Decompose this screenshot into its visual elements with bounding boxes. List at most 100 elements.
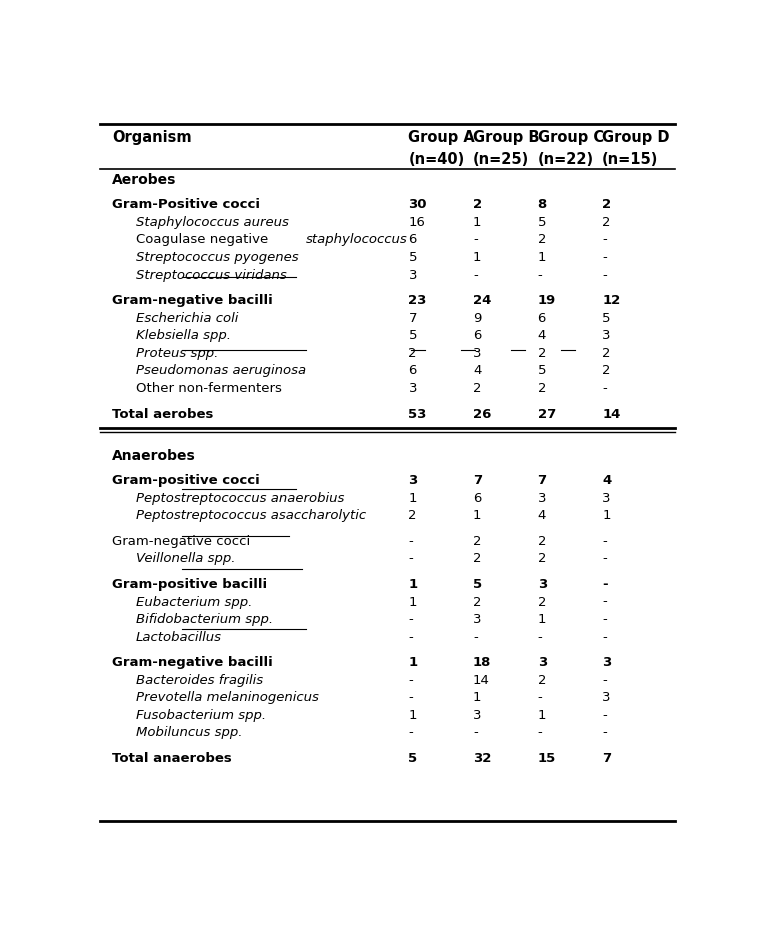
Text: Aerobes: Aerobes [112, 172, 176, 186]
Text: -: - [602, 613, 607, 626]
Text: -: - [602, 382, 607, 395]
Text: 19: 19 [537, 295, 556, 308]
Text: 7: 7 [602, 752, 611, 765]
Text: 5: 5 [409, 752, 418, 765]
Text: 3: 3 [409, 474, 418, 487]
Text: Gram-positive bacilli: Gram-positive bacilli [112, 578, 267, 591]
Text: Pseudomonas aeruginosa: Pseudomonas aeruginosa [136, 364, 306, 377]
Text: 5: 5 [537, 216, 546, 229]
Text: -: - [602, 596, 607, 609]
Text: (n=15): (n=15) [602, 152, 659, 167]
Text: Total aerobes: Total aerobes [112, 407, 213, 420]
Text: 2: 2 [602, 364, 611, 377]
Text: -: - [602, 674, 607, 687]
Text: -: - [537, 631, 542, 644]
Text: 3: 3 [537, 656, 547, 669]
Text: 1: 1 [409, 492, 417, 505]
Text: Group B: Group B [473, 130, 540, 144]
Text: Gram-positive cocci: Gram-positive cocci [112, 474, 260, 487]
Text: 6: 6 [473, 329, 481, 342]
Text: 3: 3 [409, 268, 417, 281]
Text: 2: 2 [409, 510, 417, 523]
Text: -: - [602, 553, 607, 566]
Text: 16: 16 [409, 216, 425, 229]
Text: 2: 2 [537, 553, 546, 566]
Text: 1: 1 [473, 251, 481, 264]
Text: Gram-negative bacilli: Gram-negative bacilli [112, 295, 273, 308]
Text: Eubacterium spp.: Eubacterium spp. [136, 596, 252, 609]
Text: 2: 2 [473, 199, 482, 212]
Text: Klebsiella spp.: Klebsiella spp. [136, 329, 231, 342]
Text: 14: 14 [602, 407, 621, 420]
Text: 12: 12 [602, 295, 620, 308]
Text: 26: 26 [473, 407, 491, 420]
Text: -: - [409, 692, 413, 705]
Text: 9: 9 [473, 311, 481, 324]
Text: 4: 4 [537, 329, 546, 342]
Text: 6: 6 [537, 311, 546, 324]
Text: 2: 2 [602, 199, 611, 212]
Text: 1: 1 [473, 510, 481, 523]
Text: 2: 2 [602, 216, 611, 229]
Text: staphylococcus: staphylococcus [306, 234, 407, 246]
Text: (n=40): (n=40) [409, 152, 465, 167]
Text: Lactobacillus: Lactobacillus [136, 631, 222, 644]
Text: -: - [602, 631, 607, 644]
Text: 2: 2 [537, 674, 546, 687]
Text: 3: 3 [409, 382, 417, 395]
Text: Proteus spp.: Proteus spp. [136, 347, 218, 360]
Text: 3: 3 [602, 692, 611, 705]
Text: (n=25): (n=25) [473, 152, 529, 167]
Text: 3: 3 [473, 709, 481, 722]
Text: 3: 3 [602, 492, 611, 505]
Text: 2: 2 [602, 347, 611, 360]
Text: -: - [602, 535, 607, 548]
Text: Coagulase negative: Coagulase negative [136, 234, 273, 246]
Text: -: - [473, 268, 478, 281]
Text: -: - [602, 268, 607, 281]
Text: 53: 53 [409, 407, 427, 420]
Text: 5: 5 [409, 329, 417, 342]
Text: (n=22): (n=22) [537, 152, 593, 167]
Text: 2: 2 [409, 347, 417, 360]
Text: -: - [473, 631, 478, 644]
Text: 1: 1 [537, 709, 546, 722]
Text: -: - [537, 727, 542, 739]
Text: 2: 2 [473, 535, 481, 548]
Text: 1: 1 [537, 251, 546, 264]
Text: -: - [409, 535, 413, 548]
Text: 3: 3 [537, 578, 547, 591]
Text: 24: 24 [473, 295, 491, 308]
Text: -: - [602, 727, 607, 739]
Text: Prevotella melaninogenicus: Prevotella melaninogenicus [136, 692, 319, 705]
Text: Escherichia coli: Escherichia coli [136, 311, 238, 324]
Text: 1: 1 [473, 216, 481, 229]
Text: 5: 5 [602, 311, 611, 324]
Text: Group A: Group A [409, 130, 475, 144]
Text: Anaerobes: Anaerobes [112, 449, 196, 463]
Text: 3: 3 [473, 613, 481, 626]
Text: -: - [537, 692, 542, 705]
Text: -: - [409, 727, 413, 739]
Text: Gram-negative cocci: Gram-negative cocci [112, 535, 251, 548]
Text: Streptococcus viridans: Streptococcus viridans [136, 268, 286, 281]
Text: 2: 2 [473, 596, 481, 609]
Text: -: - [473, 727, 478, 739]
Text: -: - [602, 709, 607, 722]
Text: 2: 2 [537, 234, 546, 246]
Text: 1: 1 [473, 692, 481, 705]
Text: Other non-fermenters: Other non-fermenters [136, 382, 282, 395]
Text: 3: 3 [473, 347, 481, 360]
Text: -: - [409, 613, 413, 626]
Text: 32: 32 [473, 752, 491, 765]
Text: Veillonella spp.: Veillonella spp. [136, 553, 235, 566]
Text: Gram-negative bacilli: Gram-negative bacilli [112, 656, 273, 669]
Text: 4: 4 [602, 474, 612, 487]
Text: 2: 2 [473, 382, 481, 395]
Text: Total anaerobes: Total anaerobes [112, 752, 232, 765]
Text: Organism: Organism [112, 130, 192, 144]
Text: 1: 1 [537, 613, 546, 626]
Text: 15: 15 [537, 752, 556, 765]
Text: 23: 23 [409, 295, 427, 308]
Text: Gram-Positive cocci: Gram-Positive cocci [112, 199, 260, 212]
